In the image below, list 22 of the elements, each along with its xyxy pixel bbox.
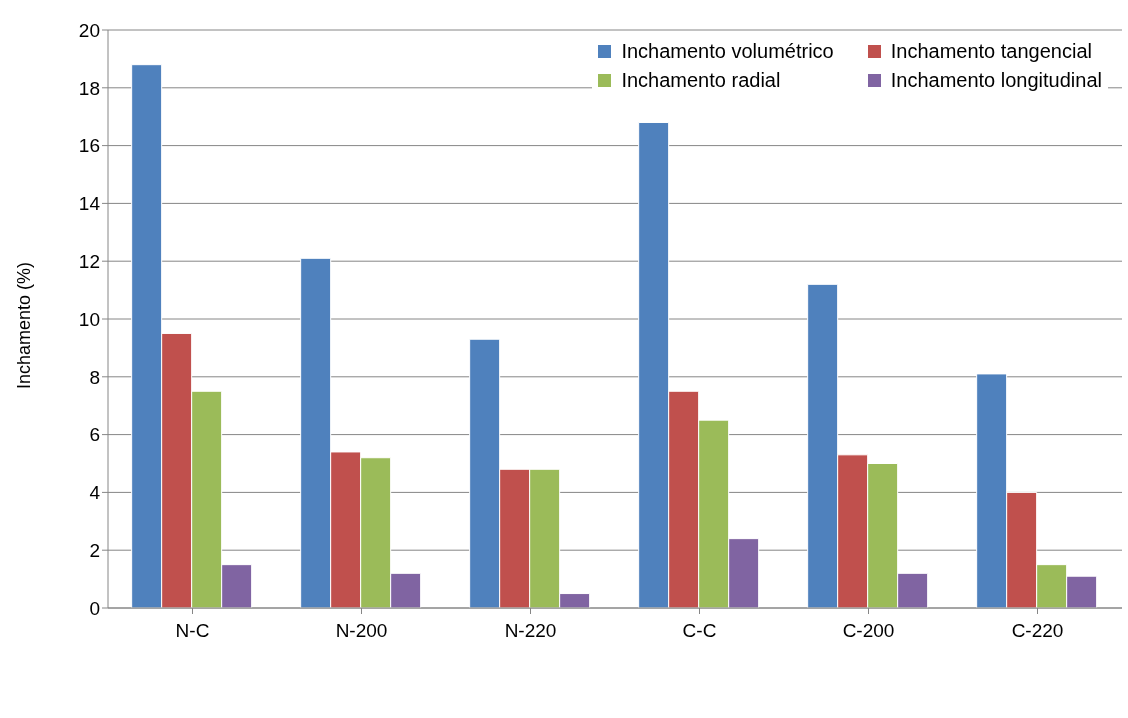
- y-tick-label: 8: [89, 366, 100, 388]
- legend-label: Inchamento longitudinal: [890, 69, 1102, 92]
- legend-label: Inchamento radial: [621, 69, 781, 92]
- y-tick-label: 2: [89, 539, 100, 561]
- y-tick-label: 18: [78, 77, 100, 99]
- y-tick-label: 14: [78, 193, 101, 215]
- legend-label: Inchamento tangencial: [890, 40, 1092, 63]
- y-tick-label: 16: [78, 135, 100, 157]
- y-tick-label: 10: [78, 308, 100, 330]
- y-tick-label: 6: [89, 424, 100, 446]
- x-tick-label: N-220: [504, 620, 557, 642]
- legend-label: Inchamento volumétrico: [621, 40, 834, 63]
- y-axis-title: Inchamento (%): [14, 261, 35, 389]
- y-tick-label: 0: [89, 597, 100, 619]
- x-tick-label: N-C: [175, 620, 210, 642]
- y-tick-label: 12: [78, 250, 100, 272]
- y-tick-label: 20: [78, 19, 100, 41]
- x-tick-label: N-200: [335, 620, 388, 642]
- x-tick-label: C-220: [1011, 620, 1064, 642]
- x-tick-label: C-C: [682, 620, 717, 642]
- y-tick-label: 4: [89, 482, 101, 504]
- x-tick-label: C-200: [842, 620, 895, 642]
